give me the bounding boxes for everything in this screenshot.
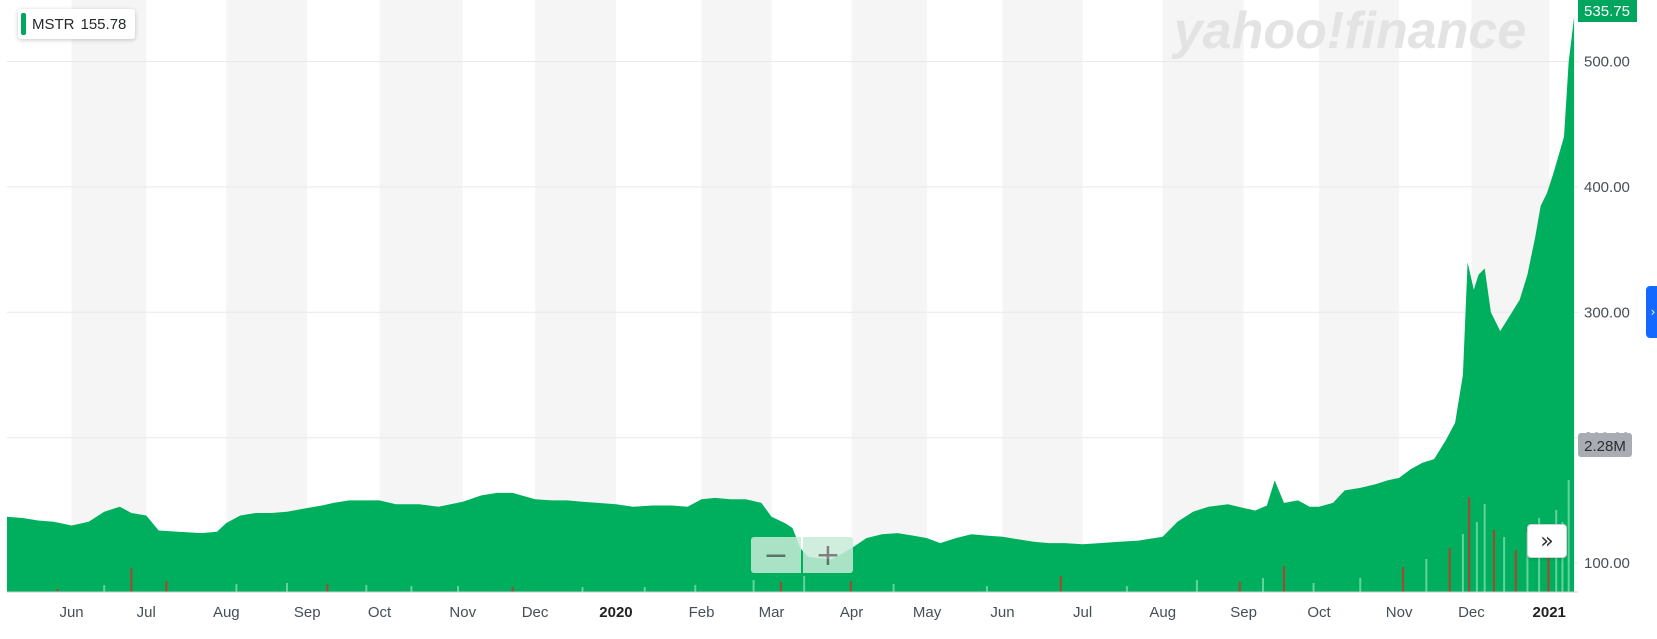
series-swatch xyxy=(21,13,26,35)
x-tick-label: Sep xyxy=(1230,604,1257,621)
x-tick-label: Oct xyxy=(1307,604,1331,621)
x-tick-label: Jul xyxy=(137,604,156,621)
volume-bar xyxy=(1238,582,1241,592)
volume-bar xyxy=(1493,530,1496,592)
ticker-symbol: MSTR xyxy=(32,15,75,33)
current-price-label: 535.75 xyxy=(1584,3,1630,20)
volume-bar xyxy=(1468,497,1471,592)
volume-bar xyxy=(752,580,755,592)
volume-bar xyxy=(1567,480,1570,592)
month-band xyxy=(535,0,616,592)
volume-bar xyxy=(849,581,852,592)
volume-tag: 2.28M xyxy=(1578,433,1632,457)
x-tick-label: Oct xyxy=(368,604,392,621)
month-band xyxy=(1002,0,1083,592)
y-tick-label: 400.00 xyxy=(1584,179,1630,196)
volume-bar xyxy=(1526,532,1529,592)
month-band xyxy=(379,0,463,592)
x-tick-label: May xyxy=(913,604,942,621)
volume-label: 2.28M xyxy=(1584,438,1626,455)
volume-bar xyxy=(1461,534,1464,592)
volume-bar xyxy=(1514,550,1517,592)
x-tick-label: Nov xyxy=(449,604,476,621)
volume-bar xyxy=(410,586,413,592)
volume-bar xyxy=(511,587,514,592)
volume-bar xyxy=(1448,548,1451,592)
ticker-value: 155.78 xyxy=(80,15,127,33)
y-tick-label: 100.00 xyxy=(1584,555,1630,572)
y-tick-label: 300.00 xyxy=(1584,304,1630,321)
x-tick-label: Jul xyxy=(1073,604,1092,621)
side-panel-toggle[interactable]: › xyxy=(1646,286,1657,338)
minus-icon: − xyxy=(763,537,789,573)
volume-bar xyxy=(1483,504,1486,592)
volume-bar xyxy=(56,589,59,592)
volume-bar xyxy=(643,587,646,592)
volume-bar xyxy=(1547,524,1550,592)
volume-bar xyxy=(235,584,238,592)
chevron-right-icon: › xyxy=(1650,305,1656,319)
volume-bar xyxy=(779,582,782,592)
volume-bar xyxy=(1359,578,1362,592)
x-axis-labels: Jun Jul Aug Sep Oct Nov Dec 2020 Feb Mar Apr May Jun… xyxy=(59,604,1565,621)
volume-bar xyxy=(1195,580,1198,592)
volume-bar xyxy=(1475,522,1478,592)
volume-bar xyxy=(803,576,806,592)
volume-bar xyxy=(1059,576,1062,592)
volume-bar xyxy=(326,584,329,592)
yahoo-finance-watermark: yahoo!finance xyxy=(1171,2,1527,60)
volume-bar xyxy=(694,585,697,592)
x-tick-label: Mar xyxy=(759,604,785,621)
x-tick-label: Nov xyxy=(1386,604,1413,621)
month-bands xyxy=(71,0,1550,592)
month-band xyxy=(1162,0,1244,592)
zoom-out-button[interactable]: − xyxy=(751,537,801,573)
volume-bar xyxy=(1312,583,1315,592)
volume-bar xyxy=(1125,586,1128,592)
current-price-tag: 535.75 xyxy=(1578,0,1637,22)
ticker-legend[interactable]: MSTR 155.78 xyxy=(18,9,136,39)
volume-bar xyxy=(1402,567,1405,592)
scroll-to-latest-button[interactable]: » xyxy=(1527,524,1567,558)
double-chevron-right-icon: » xyxy=(1540,528,1554,554)
zoom-in-button[interactable]: + xyxy=(803,537,853,573)
y-tick-label: 500.00 xyxy=(1584,53,1630,70)
month-band xyxy=(701,0,772,592)
x-tick-label: Jun xyxy=(59,604,83,621)
volume-bar xyxy=(365,585,368,592)
x-tick-label: Aug xyxy=(213,604,240,621)
x-tick-label: 2020 xyxy=(599,604,632,621)
price-area xyxy=(7,16,1575,593)
volume-bar xyxy=(1503,537,1506,592)
x-tick-label: Dec xyxy=(1458,604,1485,621)
x-tick-label: Aug xyxy=(1149,604,1176,621)
volume-bar xyxy=(1425,559,1428,592)
volume-bar xyxy=(1283,566,1286,592)
volume-bar xyxy=(285,583,288,592)
zoom-controls: − + xyxy=(751,537,853,573)
volume-bar xyxy=(1262,578,1265,592)
volume-bar xyxy=(165,581,168,592)
month-band xyxy=(851,0,928,592)
x-tick-label: Apr xyxy=(840,604,863,621)
x-tick-label: Sep xyxy=(294,604,321,621)
x-tick-label: Dec xyxy=(522,604,549,621)
volume-bar xyxy=(103,585,106,592)
month-band xyxy=(71,0,147,592)
x-tick-label: Feb xyxy=(689,604,715,621)
x-tick-label: 2021 xyxy=(1533,604,1566,621)
month-band xyxy=(226,0,308,592)
volume-bar xyxy=(457,586,460,592)
volume-bar xyxy=(130,568,133,592)
volume-bar xyxy=(581,587,584,592)
x-tick-label: Jun xyxy=(990,604,1014,621)
volume-bar xyxy=(892,584,895,592)
plus-icon: + xyxy=(815,537,841,573)
volume-bar xyxy=(985,586,988,592)
